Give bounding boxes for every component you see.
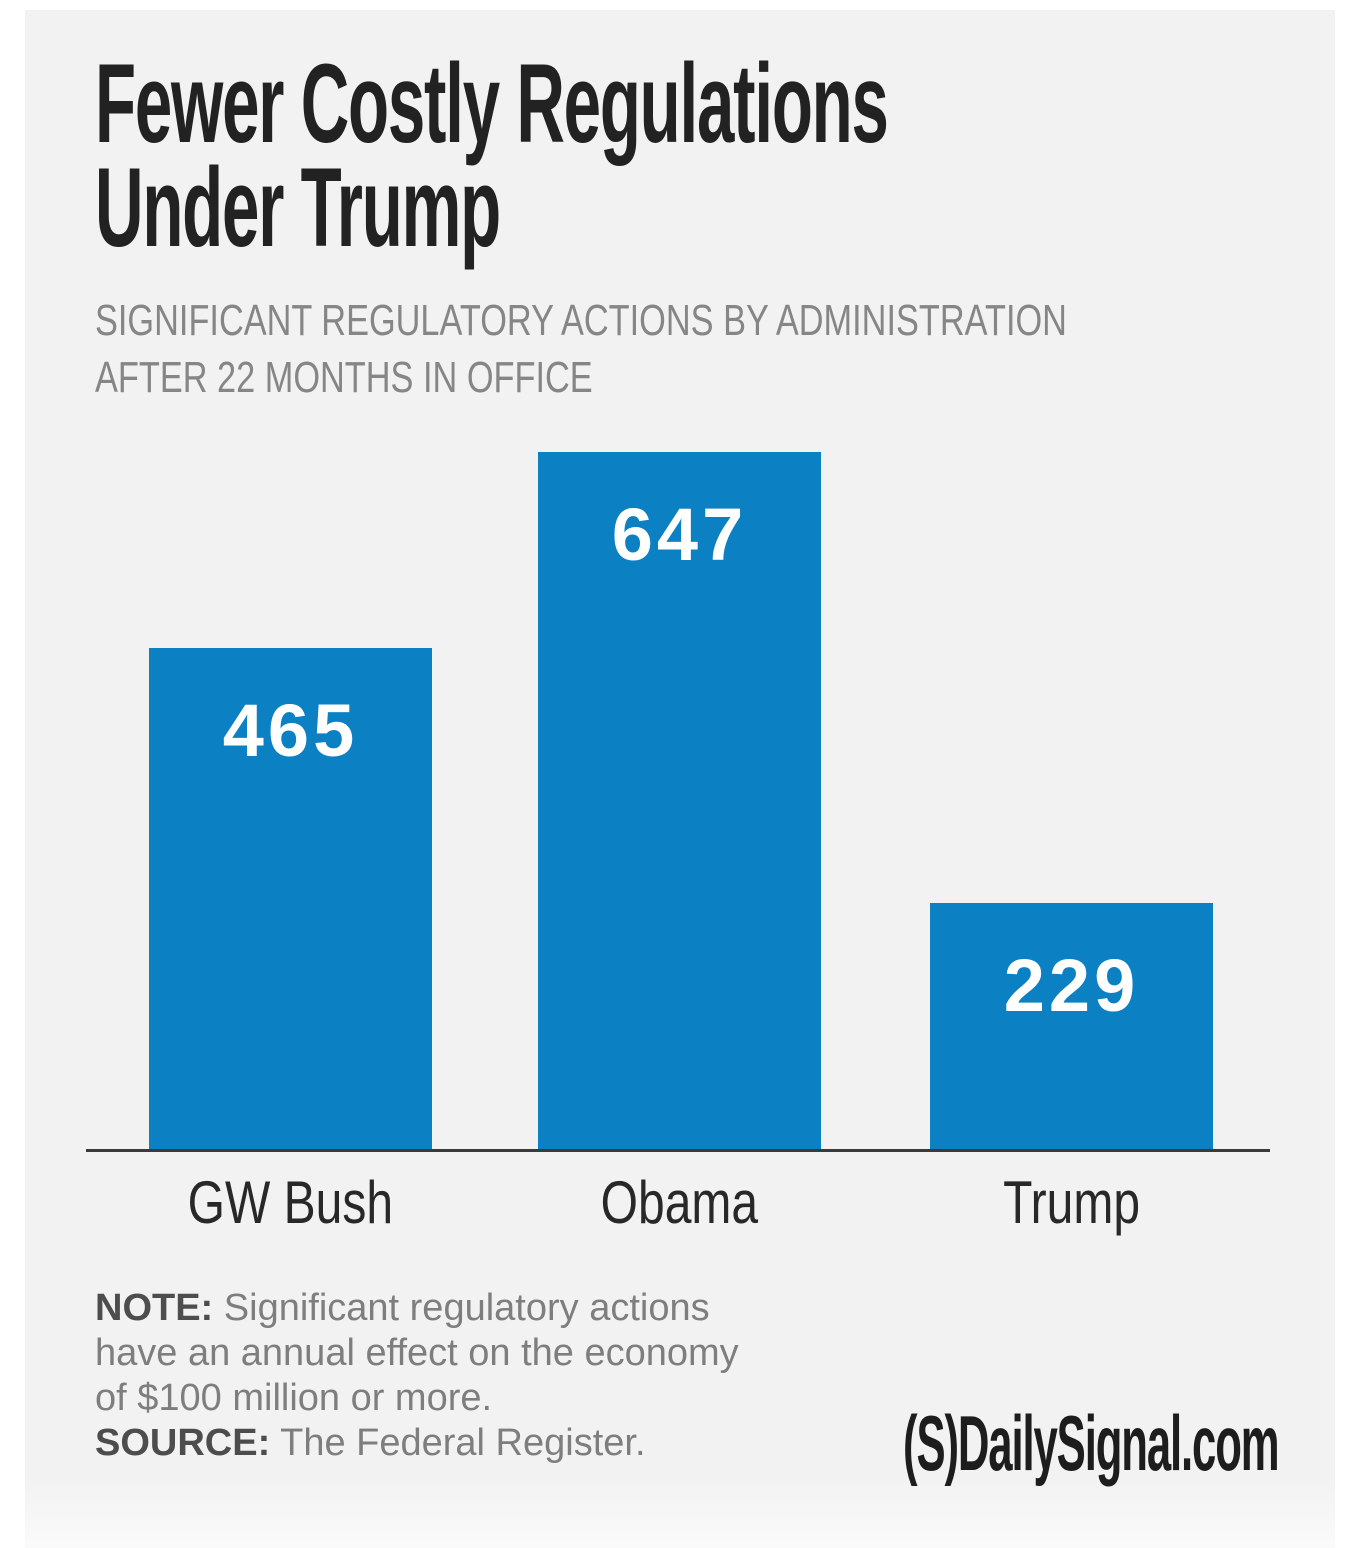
x-axis-label-gw-bush: GW Bush bbox=[149, 1168, 432, 1237]
x-axis-label-trump: Trump bbox=[930, 1168, 1213, 1237]
bar-value-trump: 229 bbox=[1003, 944, 1140, 1027]
bar-trump: 229 bbox=[930, 903, 1213, 1150]
chart-subtitle-line1: SIGNIFICANT REGULATORY ACTIONS BY ADMINI… bbox=[95, 296, 1067, 345]
note-line-3: of $100 million or more. bbox=[95, 1377, 493, 1419]
note-line-2: have an annual effect on the economy bbox=[95, 1332, 739, 1374]
bar-value-obama: 647 bbox=[611, 493, 748, 576]
chart-subtitle: SIGNIFICANT REGULATORY ACTIONS BY ADMINI… bbox=[95, 292, 1067, 406]
bar-gw-bush: 465 bbox=[149, 648, 432, 1150]
bar-value-gw-bush: 465 bbox=[222, 689, 359, 772]
x-axis-line bbox=[86, 1149, 1270, 1152]
x-axis-label-text: Trump bbox=[1003, 1169, 1140, 1236]
bar-obama: 647 bbox=[538, 452, 821, 1150]
daily-signal-logo: (S)DailySignal.com bbox=[902, 1399, 1280, 1487]
chart-subtitle-line2: AFTER 22 MONTHS IN OFFICE bbox=[95, 353, 593, 402]
chart-title-line2: Under Trump bbox=[95, 145, 501, 270]
source-label: SOURCE: bbox=[95, 1422, 271, 1464]
x-axis-label-obama: Obama bbox=[538, 1168, 821, 1237]
chart-title: Fewer Costly Regulations Under Trump bbox=[95, 41, 889, 270]
note-block: NOTE: Significant regulatory actions hav… bbox=[95, 1286, 739, 1466]
x-axis-label-text: Obama bbox=[600, 1169, 759, 1236]
source-line: SOURCE: The Federal Register. bbox=[95, 1422, 646, 1464]
note-line-1: NOTE: Significant regulatory actions bbox=[95, 1287, 710, 1329]
chart-title-line1: Fewer Costly Regulations bbox=[95, 41, 889, 166]
note-label: NOTE: bbox=[95, 1287, 214, 1329]
x-axis-label-text: GW Bush bbox=[187, 1169, 394, 1236]
